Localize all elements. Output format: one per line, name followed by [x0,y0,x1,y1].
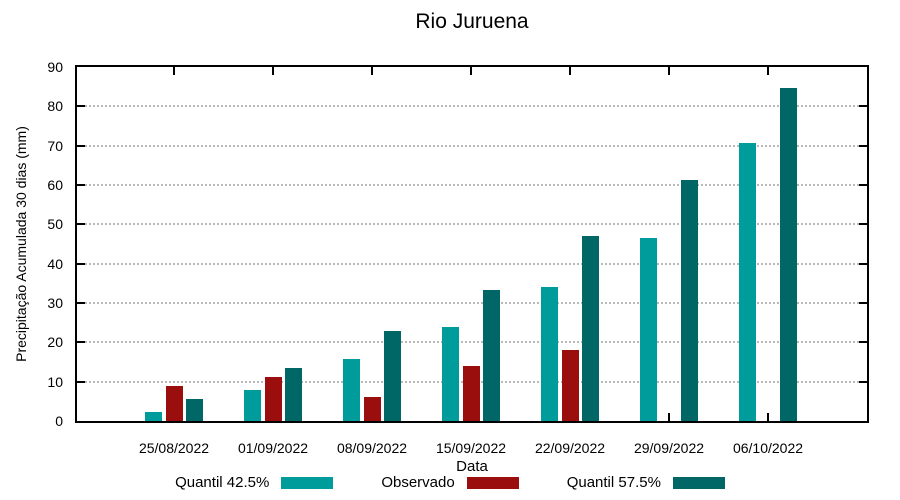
x-tick-mark [767,413,769,421]
y-tick-mark [77,341,85,344]
bar-quantil-57-5 [483,290,500,421]
bar-quantil-42-5 [640,238,657,421]
x-tick-mark [173,67,175,75]
y-tick-mark [77,105,85,108]
legend-label-quantil-57-5: Quantil 57.5% [566,474,661,491]
bar-quantil-57-5 [186,398,203,421]
bar-quantil-57-5 [285,367,302,421]
legend-label-quantil-42-5: Quantil 42.5% [175,474,270,491]
bar-observado [462,365,480,421]
y-gridline [77,262,867,265]
x-tick-mark [371,67,373,75]
x-tick-mark [668,413,670,421]
y-tick-mark [859,184,867,186]
bar-observado [561,350,579,421]
bar-quantil-42-5 [244,389,261,421]
x-tick-label: 06/10/2022 [732,440,804,456]
legend-swatch [672,476,725,489]
y-tick-label: 10 [47,373,63,390]
x-tick-label: 22/09/2022 [534,440,606,456]
y-tick-mark [859,341,867,344]
y-gridline [77,223,867,226]
bar-quantil-42-5 [739,142,756,421]
bar-observado [165,385,183,421]
x-tick-label: 01/09/2022 [237,440,309,456]
y-tick-mark [859,144,867,147]
x-tick-mark [569,67,571,75]
y-tick-mark [77,223,85,226]
y-tick-mark [77,262,85,265]
legend-swatch [281,476,334,489]
y-tick-mark [859,223,867,226]
y-gridline [77,184,867,186]
y-tick-mark [77,184,85,186]
x-tick-label: 15/09/2022 [435,440,507,456]
bar-quantil-57-5 [582,236,599,421]
y-tick-label: 20 [47,334,63,351]
y-tick-mark [859,262,867,265]
y-gridline [77,105,867,108]
y-gridline [77,302,867,304]
x-tick-mark [272,67,274,75]
y-tick-mark [859,380,867,383]
bar-quantil-42-5 [145,411,162,421]
y-gridline [77,341,867,344]
bar-quantil-42-5 [541,287,558,421]
legend-label-observado: Observado [381,474,455,491]
legend-item-quantil-42-5: Quantil 42.5% [175,474,334,491]
legend-item-observado: Observado [381,474,519,491]
y-tick-label: 60 [47,177,63,193]
y-tick-mark [859,105,867,108]
y-tick-label: 0 [55,413,63,429]
x-tick-label: 29/09/2022 [633,440,705,456]
y-gridline [77,144,867,147]
bar-observado [363,397,381,421]
bar-quantil-57-5 [780,88,797,421]
plot-area [75,65,869,423]
x-tick-mark [668,67,670,75]
y-axis-title: Precipitação Acumulada 30 dias (mm) [13,126,29,362]
y-tick-label: 80 [47,98,63,115]
bar-quantil-42-5 [442,326,459,421]
y-tick-mark [77,144,85,147]
y-tick-mark [77,302,85,304]
x-tick-mark [767,67,769,75]
bar-observado [264,376,282,421]
y-tick-mark [77,380,85,383]
y-tick-mark [859,302,867,304]
y-tick-label: 70 [47,137,63,154]
x-tick-mark [470,67,472,75]
x-axis-title: Data [456,458,488,475]
legend-item-quantil-57-5: Quantil 57.5% [567,474,725,491]
bar-quantil-42-5 [343,358,360,421]
y-tick-label: 40 [47,255,63,272]
bar-quantil-57-5 [681,180,698,421]
x-tick-label: 25/08/2022 [138,440,210,456]
legend-swatch [466,476,519,489]
bar-quantil-57-5 [384,331,401,421]
y-tick-label: 90 [47,59,63,75]
x-tick-label: 08/09/2022 [336,440,408,456]
legend: Quantil 42.5% Observado Quantil 57.5% [0,474,900,491]
y-tick-label: 50 [47,216,63,233]
chart-title: Rio Juruena [415,10,529,33]
y-tick-label: 30 [47,295,63,311]
